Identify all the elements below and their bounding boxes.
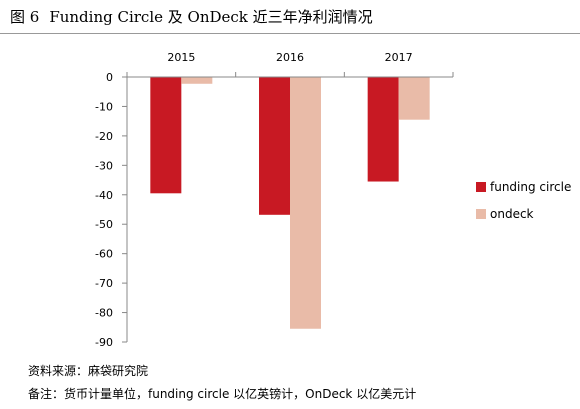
category-label-2015: 2015 [167, 51, 195, 64]
source-note: 资料来源：麻袋研究院 [28, 364, 149, 378]
bar-chart: 2015 2016 2017 0 -10 -20 -30 -40 -50 -60 -70 -80 -90… [95, 51, 571, 349]
figure-number: 图 6 [10, 8, 40, 26]
legend-label-ondeck: ondeck [490, 207, 534, 221]
bar-funding-circle-2015 [150, 77, 182, 194]
y-tick-label: -40 [95, 189, 113, 202]
y-tick-label: -60 [95, 248, 113, 261]
bar-funding-circle-2016 [259, 77, 290, 215]
y-tick-label: -20 [95, 130, 113, 143]
bar-funding-circle-2017 [367, 77, 399, 182]
figure-title-text: Funding Circle 及 OnDeck 近三年净利润情况 [49, 8, 373, 26]
y-tick-label: -50 [95, 218, 113, 231]
y-tick-label: 0 [106, 71, 113, 84]
y-tick-label: -10 [95, 100, 113, 113]
bar-ondeck-2017 [398, 77, 430, 120]
figure-title: 图 6 Funding Circle 及 OnDeck 近三年净利润情况 [10, 6, 373, 27]
category-label-2016: 2016 [276, 51, 304, 64]
bar-ondeck-2015 [181, 77, 213, 84]
y-tick-label: -80 [95, 307, 113, 320]
category-label-2017: 2017 [385, 51, 413, 64]
y-tick-label: -70 [95, 277, 113, 290]
y-tick-label: -90 [95, 336, 113, 349]
legend-swatch-funding-circle [476, 182, 486, 192]
y-tick-label: -30 [95, 159, 113, 172]
bar-ondeck-2016 [290, 77, 321, 329]
legend-swatch-ondeck [476, 209, 486, 219]
remark-note: 备注：货币计量单位，funding circle 以亿英镑计，OnDeck 以亿… [28, 387, 417, 401]
legend-label-funding-circle: funding circle [490, 180, 571, 194]
title-divider [0, 33, 580, 34]
